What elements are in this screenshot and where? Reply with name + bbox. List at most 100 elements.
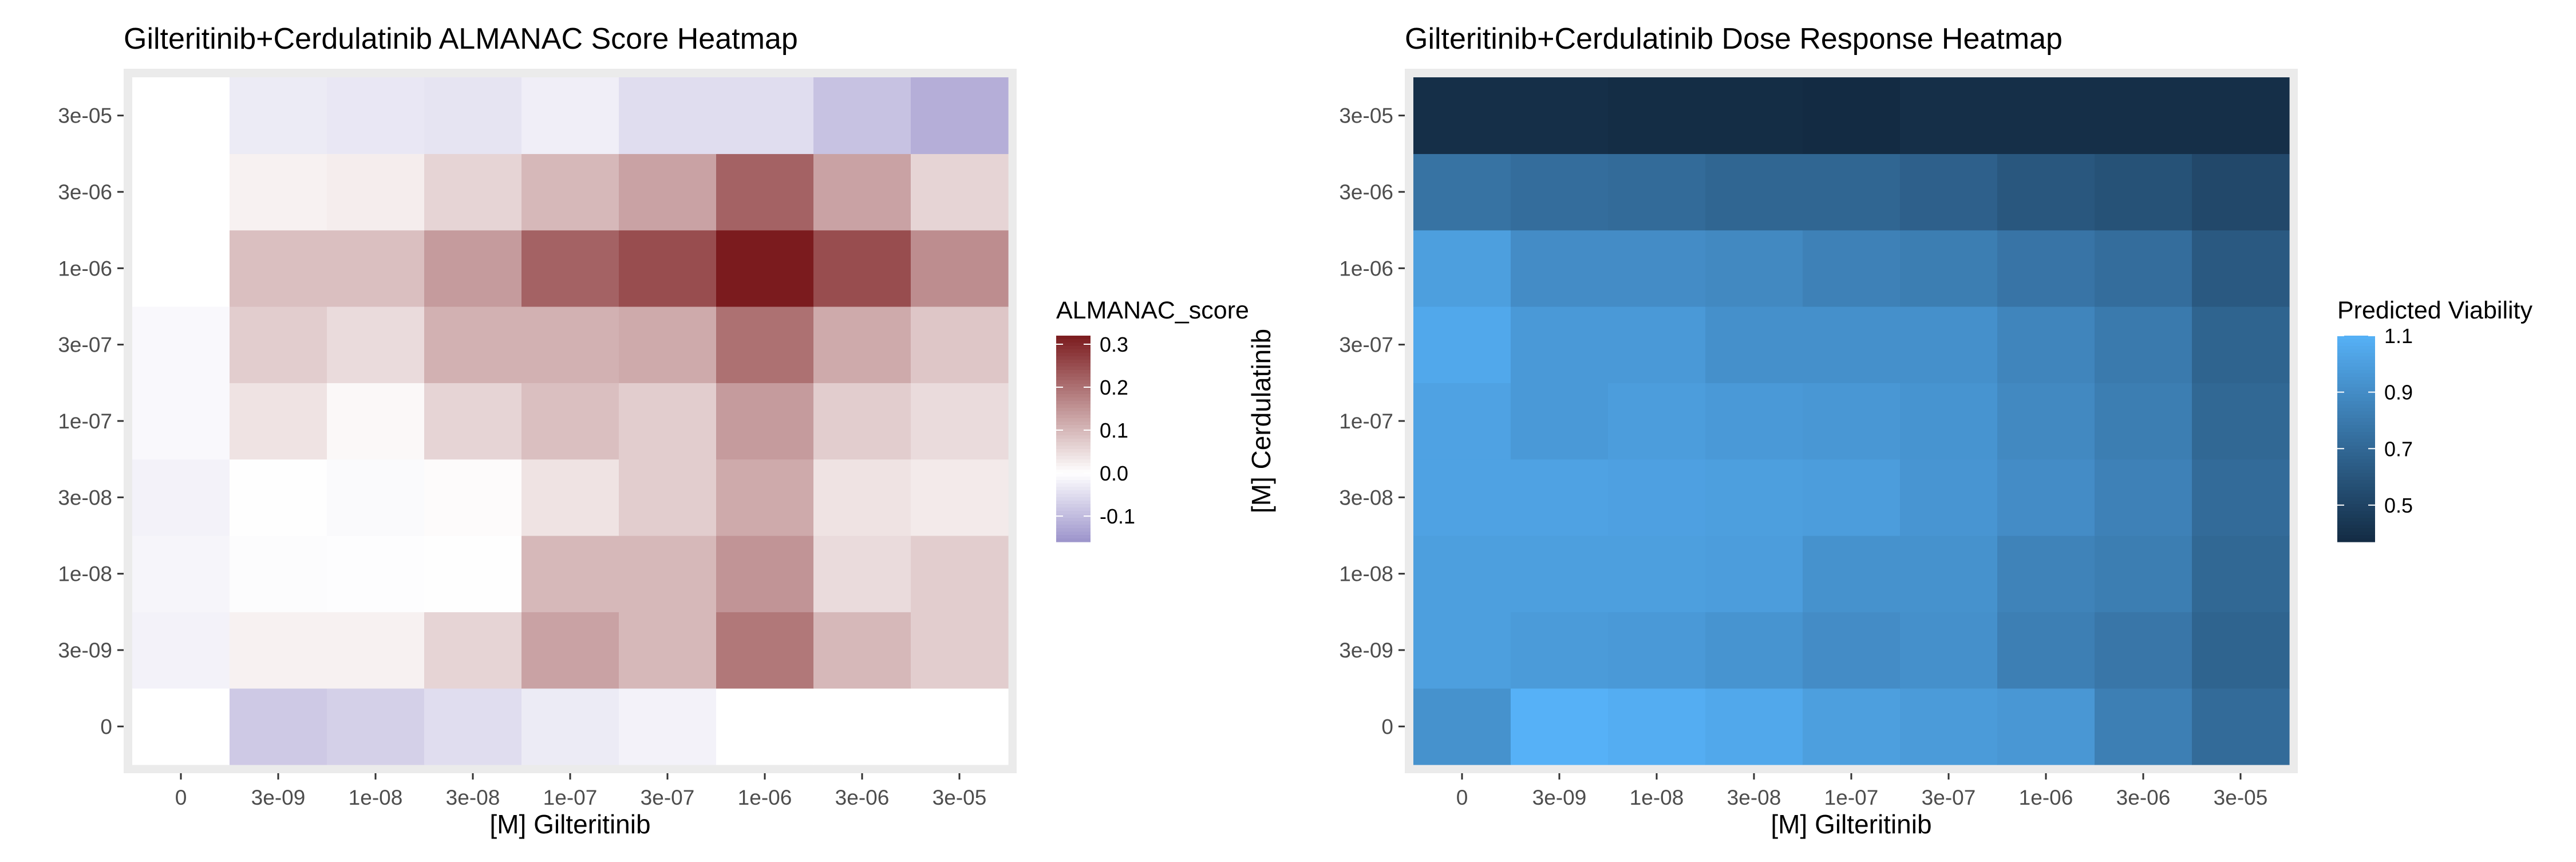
- x-axis-label-1: [M] Gilteritinib: [489, 809, 650, 839]
- legend-color-step: [2337, 501, 2375, 505]
- heatmap-cell: [1608, 306, 1706, 383]
- legend-color-step: [1056, 418, 1091, 422]
- heatmap-cell: [1413, 612, 1511, 688]
- x-tick-label: 3e-09: [251, 786, 306, 809]
- heatmap-cell: [424, 459, 522, 536]
- y-tick-label: 1e-07: [1339, 410, 1393, 433]
- legend-color-step: [1056, 349, 1091, 353]
- legend-color-step: [2337, 518, 2375, 522]
- legend-color-step: [1056, 459, 1091, 463]
- legend-tick-label: 0.7: [2384, 437, 2413, 460]
- heatmap-cell: [619, 688, 717, 765]
- heatmap-cell: [1997, 383, 2095, 459]
- legend-color-step: [1056, 521, 1091, 525]
- y-tick-label: 3e-06: [1339, 180, 1393, 204]
- heatmap-cell: [1900, 77, 1998, 154]
- legend-color-step: [2337, 415, 2375, 419]
- heatmap-cell: [1511, 536, 1609, 612]
- legend-color-step: [2337, 470, 2375, 474]
- heatmap-cell: [619, 459, 717, 536]
- heatmap-cell: [2095, 153, 2192, 230]
- heatmap-cell: [813, 77, 911, 154]
- legend-color-step: [2337, 452, 2375, 456]
- heatmap-cell: [911, 612, 1009, 688]
- heatmap-cell: [1803, 77, 1901, 154]
- chart-title-1: Gilteritinib+Cerdulatinib ALMANAC Score …: [124, 22, 798, 56]
- x-tick-label: 3e-08: [1727, 786, 1781, 809]
- heatmap-cell: [2192, 306, 2290, 383]
- x-tick-label: 3e-06: [2116, 786, 2171, 809]
- heatmap-cell: [1900, 306, 1998, 383]
- legend-color-step: [2337, 360, 2375, 364]
- heatmap-cell: [230, 612, 327, 688]
- heatmap-cell: [911, 153, 1009, 230]
- heatmap-cell: [230, 153, 327, 230]
- heatmap-cell: [2192, 536, 2290, 612]
- legend-color-step: [2337, 497, 2375, 501]
- legend-color-step: [1056, 507, 1091, 511]
- heatmap-cell: [1705, 383, 1803, 459]
- y-tick-label: 1e-06: [58, 257, 112, 280]
- heatmap-cell: [2192, 612, 2290, 688]
- y-tick-label: 1e-07: [58, 410, 112, 433]
- legend-color-step: [2337, 349, 2375, 353]
- heatmap-cell: [1608, 536, 1706, 612]
- legend-color-step: [2337, 538, 2375, 542]
- legend-color-step: [1056, 373, 1091, 377]
- y-tick-label: 3e-05: [58, 104, 112, 128]
- heatmap-cell: [521, 306, 619, 383]
- heatmap-cell: [1900, 536, 1998, 612]
- legend-color-step: [2337, 442, 2375, 446]
- heatmap-cell: [521, 688, 619, 765]
- heatmap-cell: [716, 230, 814, 307]
- heatmap-cell: [911, 306, 1009, 383]
- legend-color-step: [2337, 363, 2375, 367]
- legend-color-step: [2337, 432, 2375, 436]
- heatmap-cell: [813, 230, 911, 307]
- heatmap-cell: [1705, 459, 1803, 536]
- legend-color-step: [2337, 511, 2375, 515]
- heatmap-cell: [2192, 383, 2290, 459]
- heatmap-cell: [230, 77, 327, 154]
- heatmap-cell: [1900, 688, 1998, 765]
- legend-color-step: [1056, 456, 1091, 460]
- heatmap-cell: [2095, 459, 2192, 536]
- heatmap-cell: [230, 536, 327, 612]
- legend-color-step: [1056, 367, 1091, 371]
- heatmap-cell: [1608, 688, 1706, 765]
- heatmap-cell: [619, 612, 717, 688]
- legend-tick-label: -0.1: [1100, 505, 1135, 528]
- heatmap-cell: [911, 77, 1009, 154]
- legend-color-step: [2337, 394, 2375, 398]
- heatmap-cell: [1997, 77, 2095, 154]
- legend-color-step: [1056, 518, 1091, 522]
- heatmap-cell: [1511, 612, 1609, 688]
- legend-tick-label: 0.3: [1100, 333, 1128, 356]
- heatmap-cell: [1803, 612, 1901, 688]
- y-tick-label: 1e-08: [1339, 562, 1393, 586]
- legend-color-step: [2337, 532, 2375, 536]
- heatmap-cell: [1511, 459, 1609, 536]
- heatmap-cell: [911, 230, 1009, 307]
- legend-color-step: [2337, 477, 2375, 481]
- heatmap-cell: [1608, 77, 1706, 154]
- heatmap-cell: [716, 459, 814, 536]
- x-tick-label: 1e-06: [738, 786, 792, 809]
- legend-color-step: [1056, 490, 1091, 494]
- heatmap-cell: [1511, 230, 1609, 307]
- heatmap-cell: [1803, 383, 1901, 459]
- legend-color-step: [1056, 525, 1091, 529]
- heatmap-cell: [424, 306, 522, 383]
- heatmap-cell: [619, 153, 717, 230]
- heatmap-cell: [911, 459, 1009, 536]
- heatmap-cell: [911, 536, 1009, 612]
- legend-color-step: [2337, 377, 2375, 381]
- heatmap-cell: [813, 612, 911, 688]
- legend-color-step: [2337, 456, 2375, 460]
- legend-color-step: [2337, 459, 2375, 463]
- legend-color-step: [1056, 370, 1091, 374]
- y-tick-label: 0: [1381, 715, 1393, 738]
- legend-color-step: [2337, 418, 2375, 422]
- heatmap-cell: [424, 77, 522, 154]
